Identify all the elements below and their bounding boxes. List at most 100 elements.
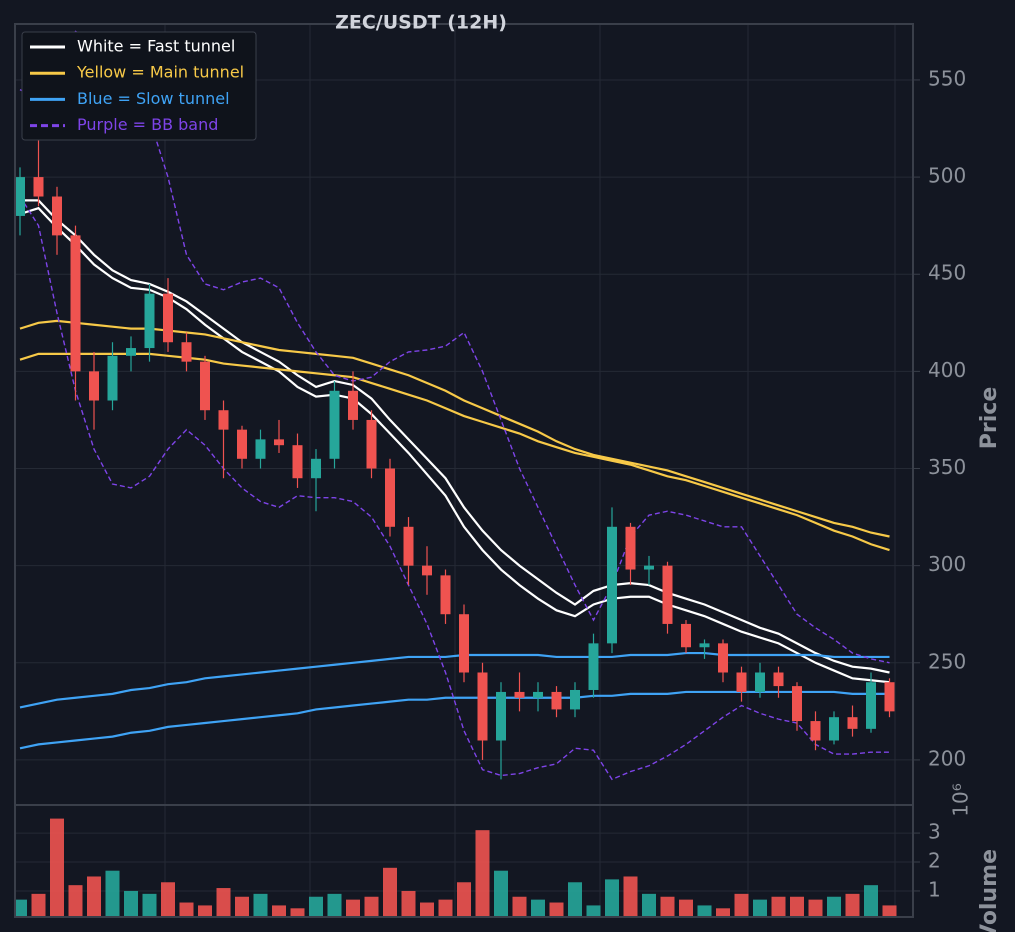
candle-body	[33, 177, 44, 197]
volume-bar	[845, 893, 860, 917]
volume-bar	[697, 905, 712, 917]
candle-body	[126, 348, 136, 356]
volume-bar	[327, 893, 342, 917]
candle-body	[829, 717, 839, 741]
band-line	[19, 651, 890, 709]
volume-plot	[15, 818, 897, 917]
candle-body	[496, 691, 506, 741]
volume-bar	[864, 885, 878, 917]
volume-bar	[87, 876, 101, 917]
legend-box	[21, 31, 257, 141]
volume-bar	[679, 899, 693, 917]
candle-body	[607, 526, 617, 644]
y-axis-label: Price	[977, 387, 1002, 449]
candle-body	[311, 458, 321, 479]
volume-bar	[68, 885, 83, 917]
candle-body	[588, 643, 599, 690]
volume-bar	[734, 893, 749, 917]
y-tick-label: 250	[928, 649, 966, 673]
candle-body	[144, 293, 155, 349]
volume-bar	[549, 902, 564, 917]
volume-bar	[623, 876, 638, 917]
candle-body	[181, 342, 192, 362]
candle-body	[477, 672, 488, 741]
volume-bar	[808, 899, 823, 917]
candle-body	[218, 410, 229, 430]
legend-label: Yellow = Main tunnel	[76, 63, 244, 82]
volume-bar	[882, 905, 897, 917]
candle-body	[403, 526, 414, 566]
legend-label: White = Fast tunnel	[77, 37, 235, 56]
volume-bar	[771, 896, 786, 917]
volume-bar	[438, 899, 453, 917]
volume-bar	[531, 899, 545, 917]
volume-bar	[660, 896, 675, 917]
volume-bar	[142, 893, 157, 917]
y-tick-label: 500	[928, 164, 966, 188]
candle-body	[662, 565, 673, 624]
volume-bar	[253, 893, 268, 917]
candle-body	[570, 689, 580, 710]
volume-bar	[827, 896, 841, 917]
volume-bar	[790, 896, 804, 917]
y-tick-label: 350	[928, 455, 966, 479]
y-tick-label: 200	[928, 746, 966, 770]
candle-body	[329, 390, 340, 459]
candle-body	[422, 565, 432, 576]
y-tick-label: 400	[928, 358, 966, 382]
band-line	[20, 199, 890, 674]
chart-title: ZEC/USDT (12H)	[335, 12, 507, 34]
candle-body	[292, 445, 303, 479]
volume-bar	[383, 867, 397, 917]
price-plot	[15, 30, 895, 781]
candle-body	[89, 371, 99, 401]
volume-bar	[31, 893, 46, 917]
volume-tick-label: 3	[928, 820, 941, 844]
volume-bar	[15, 899, 27, 917]
volume-frame	[14, 804, 914, 918]
volume-bar	[716, 908, 730, 917]
band-line	[19, 690, 890, 750]
volume-bar	[605, 879, 619, 917]
candle-body	[551, 691, 562, 710]
candle-body	[533, 691, 543, 698]
candle-body	[736, 672, 747, 692]
candle-body	[459, 614, 469, 673]
volume-bar	[494, 870, 508, 917]
legend-label: Purple = BB band	[77, 115, 218, 134]
volume-axis-label: Volume	[977, 849, 1002, 932]
volume-bar	[216, 888, 231, 917]
volume-bar	[124, 890, 138, 917]
candle-body	[52, 196, 62, 236]
candle-body	[699, 643, 710, 648]
legend-label: Blue = Slow tunnel	[77, 89, 230, 108]
candle-body	[163, 293, 173, 343]
volume-bar	[346, 899, 360, 917]
marks	[15, 30, 897, 917]
volume-bar	[401, 890, 416, 917]
volume-bar	[290, 908, 305, 917]
candle-body	[255, 439, 266, 459]
candle-body	[773, 672, 784, 687]
candle-body	[385, 468, 395, 527]
candle-body	[625, 526, 636, 570]
candle-body	[440, 575, 451, 615]
volume-bar	[586, 905, 601, 917]
candle-body	[15, 177, 25, 216]
y-tick-label: 300	[928, 552, 966, 576]
candle-body	[847, 717, 858, 729]
candle-body	[274, 439, 284, 446]
volume-bar	[753, 899, 767, 917]
candle-body	[884, 682, 895, 712]
volume-bar	[642, 893, 656, 917]
volume-tick-label: 1	[928, 877, 941, 901]
candle-body	[70, 235, 81, 372]
volume-bar	[235, 896, 249, 917]
y-tick-label: 450	[928, 261, 966, 285]
band-line	[19, 352, 890, 552]
volume-bar	[309, 896, 323, 917]
candle-body	[366, 419, 377, 469]
volume-bar	[272, 905, 286, 917]
band-line	[19, 30, 890, 664]
